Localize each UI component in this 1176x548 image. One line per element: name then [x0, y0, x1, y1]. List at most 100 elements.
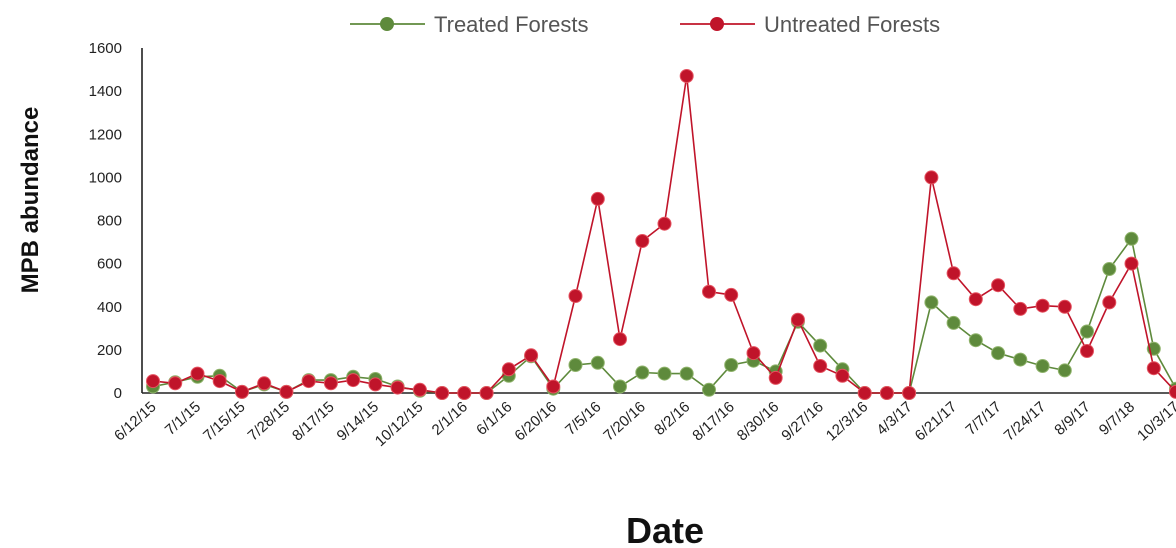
- x-tick-label: 6/21/17: [912, 398, 961, 444]
- x-tick-label: 6/12/15: [111, 398, 160, 444]
- data-point: [813, 338, 828, 353]
- y-axis-label: MPB abundance: [17, 107, 44, 294]
- x-tick-label: 7/20/16: [600, 398, 649, 444]
- legend-label: Treated Forests: [434, 12, 588, 37]
- series-layer: [146, 69, 1176, 400]
- x-tick-label: 7/1/15: [162, 398, 204, 439]
- data-point: [857, 386, 872, 400]
- data-point: [613, 379, 627, 394]
- data-point: [323, 376, 338, 391]
- data-point: [1057, 363, 1072, 378]
- y-tick-label: 600: [97, 256, 122, 273]
- data-point: [1102, 295, 1117, 310]
- x-tick-label: 8/30/16: [734, 398, 783, 444]
- data-point: [679, 69, 694, 83]
- x-tick-label: 10/3/17: [1134, 398, 1176, 444]
- data-point: [568, 289, 583, 303]
- data-point: [790, 312, 805, 327]
- data-point: [435, 386, 450, 400]
- y-tick-label: 1600: [89, 40, 122, 57]
- data-point: [702, 382, 716, 397]
- data-point: [590, 355, 605, 370]
- data-point: [635, 234, 650, 248]
- x-tick-label: 8/9/17: [1051, 398, 1093, 439]
- legend-marker: [380, 17, 394, 31]
- legend-label: Untreated Forests: [764, 12, 940, 37]
- data-point: [368, 377, 383, 392]
- x-tick-label: 8/2/16: [651, 398, 693, 439]
- data-point: [724, 287, 739, 302]
- x-tick-label: 6/1/16: [473, 398, 515, 439]
- data-point: [390, 380, 405, 395]
- data-point: [1080, 324, 1094, 339]
- data-point: [924, 295, 939, 310]
- data-point: [657, 366, 672, 381]
- data-point: [501, 362, 516, 377]
- data-point: [1124, 256, 1139, 271]
- y-tick-label: 1200: [89, 126, 122, 143]
- series-line: [152, 75, 1176, 394]
- x-tick-labels: 6/12/15 7/1/157/15/157/28/158/17/159/14/1…: [111, 398, 1176, 450]
- data-point: [479, 386, 494, 400]
- x-tick-label: 2/1/16: [429, 398, 471, 439]
- x-tick-label: 7/5/16: [562, 398, 604, 439]
- data-point: [412, 382, 427, 397]
- y-tick-labels: 0 200 400 600 800 1000 1200 1400 1600: [89, 40, 122, 402]
- y-tick-label: 400: [97, 299, 122, 316]
- data-point: [1124, 231, 1139, 246]
- data-point: [257, 376, 272, 391]
- data-point: [1013, 352, 1028, 367]
- x-tick-label: 9/27/16: [778, 398, 827, 444]
- x-tick-label: 4/3/17: [873, 398, 915, 439]
- x-tick-label: 7/15/15: [200, 398, 249, 444]
- data-point: [835, 368, 850, 383]
- series-untreated: [146, 69, 1176, 400]
- data-point: [190, 366, 205, 381]
- legend: Treated Forests Untreated Forests: [350, 12, 940, 37]
- data-point: [590, 191, 605, 206]
- data-point: [1080, 344, 1094, 358]
- data-point: [1102, 262, 1117, 276]
- data-point: [1035, 359, 1050, 373]
- x-tick-label: 7/28/15: [245, 398, 294, 444]
- data-point: [168, 376, 183, 391]
- data-point: [813, 359, 828, 373]
- legend-item: Untreated Forests: [680, 12, 940, 37]
- data-point: [235, 384, 249, 399]
- data-point: [568, 358, 583, 372]
- data-point: [1013, 301, 1028, 316]
- y-tick-label: 800: [97, 213, 122, 230]
- y-tick-label: 1000: [89, 169, 122, 186]
- data-point: [613, 332, 627, 347]
- data-point: [746, 346, 761, 361]
- x-tick-label: 8/17/15: [289, 398, 338, 444]
- data-point: [991, 346, 1006, 361]
- data-point: [1146, 361, 1161, 376]
- data-point: [724, 358, 739, 372]
- data-point: [301, 374, 316, 389]
- x-tick-label: 8/17/16: [689, 398, 738, 444]
- axes: [141, 48, 1176, 394]
- x-axis-label: Date: [626, 510, 704, 548]
- data-point: [968, 333, 983, 348]
- data-point: [457, 386, 472, 400]
- legend-marker: [710, 17, 724, 31]
- data-point: [657, 216, 672, 231]
- legend-item: Treated Forests: [350, 12, 588, 37]
- y-tick-label: 1400: [89, 83, 122, 100]
- data-point: [702, 284, 716, 299]
- data-point: [946, 266, 961, 281]
- data-point: [546, 379, 561, 394]
- data-point: [924, 170, 939, 185]
- data-point: [902, 386, 917, 400]
- data-point: [524, 348, 539, 363]
- data-point: [146, 374, 160, 389]
- data-point: [635, 365, 650, 380]
- x-tick-label: 12/3/16: [823, 398, 872, 444]
- x-tick-label: 7/7/17: [962, 398, 1004, 439]
- data-point: [212, 374, 227, 389]
- x-tick-label: 6/20/16: [511, 398, 560, 444]
- series-treated: [146, 231, 1176, 400]
- data-point: [279, 384, 294, 399]
